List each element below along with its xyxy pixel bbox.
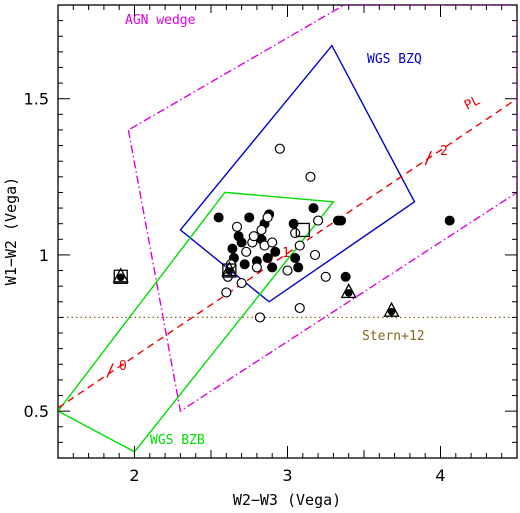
pl-marker-1-label: 1 [282, 246, 290, 261]
point-1-17 [305, 171, 316, 182]
lines-layer [58, 98, 517, 409]
x-tick-label-0: 2 [129, 466, 139, 485]
point-1-8 [251, 262, 262, 273]
point-0-16 [293, 262, 304, 273]
region-0 [127, 5, 517, 413]
point-2-3-dot [387, 307, 396, 316]
agn-wedge-label: AGN wedge [125, 13, 196, 28]
point-2-0-dot [116, 273, 125, 282]
y-axis-title: W1−W2 (Vega) [2, 177, 20, 285]
wgs-bzb-label: WGS BZB [150, 433, 205, 448]
x-tick-label-2: 4 [435, 466, 445, 485]
y-tick-label-1: 1 [39, 246, 49, 265]
point-0-20 [340, 271, 351, 282]
point-0-13 [270, 246, 281, 257]
point-0-0 [213, 212, 224, 223]
point-2-1 [221, 261, 238, 277]
point-1-11 [262, 212, 273, 223]
pl-marker-2-label: 2 [440, 144, 448, 159]
y-tick-label-2: 1.5 [24, 90, 49, 109]
point-2-3 [383, 301, 400, 317]
y-tick-label-0: 0.5 [24, 402, 49, 421]
point-1-14 [282, 265, 293, 276]
point-1-18 [309, 249, 321, 261]
pl-marker-tick-0 [106, 363, 114, 378]
pl-marker-tick-2 [424, 150, 432, 166]
x-tick-label-1: 3 [282, 466, 292, 485]
point-0-21 [444, 215, 455, 226]
plot-frame [57, 4, 518, 459]
point-1-19 [320, 271, 331, 282]
point-3-1 [222, 263, 237, 278]
point-3-0 [113, 269, 128, 284]
region-2 [58, 191, 335, 453]
wgs-bzq-label: WGS BZQ [367, 52, 422, 67]
point-1-22 [313, 215, 324, 226]
point-1-20 [294, 302, 305, 314]
ticks-layer: 2 3 4 0.5 1 1.5 [24, 4, 518, 485]
point-0-15 [290, 253, 301, 264]
point-1-12 [267, 237, 278, 248]
stern-label: Stern+12 [362, 329, 425, 344]
points-layer [112, 143, 455, 323]
point-1-5 [241, 246, 252, 257]
point-0-1 [227, 243, 238, 254]
point-0-12 [267, 262, 278, 273]
point-3-2 [295, 222, 310, 238]
pl-label: PL [462, 93, 483, 114]
point-1-7 [248, 231, 259, 242]
point-0-5 [239, 259, 250, 270]
point-1-16 [294, 240, 305, 251]
point-1-9 [256, 224, 267, 236]
point-0-4 [236, 237, 247, 248]
point-1-21 [254, 312, 266, 323]
point-1-15 [290, 227, 301, 239]
x-axis-title: W2−W3 (Vega) [233, 491, 341, 509]
region-1 [179, 44, 416, 303]
point-0-10 [262, 253, 273, 264]
pl-marker-0-label: 0 [119, 359, 127, 374]
point-2-2-dot [344, 289, 353, 297]
point-1-3 [231, 221, 243, 232]
point-1-0 [221, 287, 232, 298]
point-1-4 [236, 277, 247, 289]
line-0 [58, 98, 517, 409]
point-2-0 [112, 267, 129, 283]
point-0-6 [244, 212, 255, 223]
point-2-1-dot [225, 267, 234, 275]
point-0-17 [308, 203, 319, 214]
point-1-13 [274, 143, 285, 154]
point-0-19 [336, 215, 347, 226]
regions-layer [58, 5, 517, 453]
point-2-2 [340, 283, 357, 299]
